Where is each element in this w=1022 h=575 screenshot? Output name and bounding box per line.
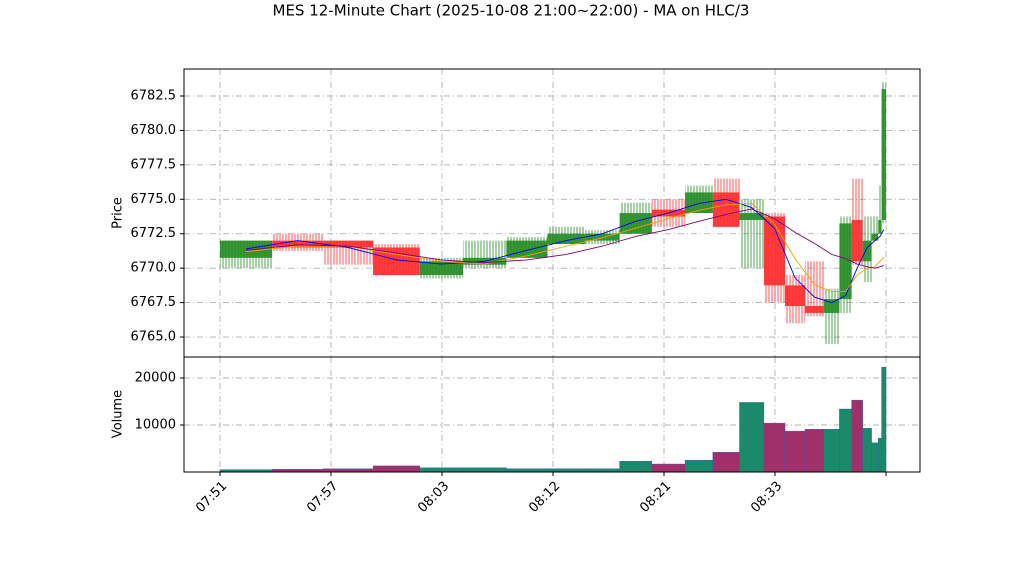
volume-bar [804,429,825,473]
volume-bar [619,460,652,473]
volume-bar [851,399,863,473]
candle-body [871,233,879,241]
y-tick-label: 6782.5 [131,88,177,103]
volume-bar [684,460,714,473]
volume-bar [763,422,786,473]
candle-body [219,240,273,258]
ma-line [246,208,884,269]
x-tick-label: 08:03 [415,479,452,516]
candle-body [272,240,324,248]
candle-body [763,216,786,286]
y-tick-label: 6780.0 [131,123,177,138]
candle-body [585,233,620,241]
candle-body [785,285,805,307]
y-axis-label: Price [111,197,126,229]
volume-bar [871,442,879,473]
y-tick-label: 6772.5 [131,226,177,241]
volume-bar [878,437,882,473]
x-tick-label: 07:51 [193,479,230,516]
candle-body [323,240,374,248]
volume-bar [839,408,852,473]
plot-frame [183,356,921,473]
candle-body [862,240,872,262]
candle-body [685,192,713,214]
candle-body [547,233,586,245]
volume-bar [462,467,507,473]
volume-bar [784,430,806,473]
candle-body [419,261,464,276]
volume-bar [823,429,840,473]
candle-wick [871,216,879,241]
candle-body [804,306,824,313]
x-tick-label: 08:33 [748,479,785,516]
volume-bar [419,467,464,473]
y-tick-label: 6777.5 [131,157,177,172]
chart-title: MES 12-Minute Chart (2025-10-08 21:00~22… [273,2,750,20]
candle-wick [878,185,882,234]
x-tick-label: 08:12 [526,479,563,516]
y-tick-label: 6770.0 [131,261,177,276]
y-tick-label: 6767.5 [131,295,177,310]
candle-wick [739,199,764,269]
x-tick-label: 08:21 [637,479,674,516]
volume-bar [862,428,872,473]
y-tick-label: 20000 [135,371,176,386]
y-tick-label: 6765.0 [131,330,177,345]
y-axis-label: Volume [111,390,126,438]
candle-body [712,192,740,227]
volume-bar [651,463,686,473]
candle-wick [804,261,824,317]
candle-body [878,219,882,234]
volume-bar [881,366,887,473]
candle-body [506,240,548,258]
candle-body [739,213,764,220]
ma-line [246,202,885,293]
y-tick-label: 6775.0 [131,192,177,207]
candle-wick [823,288,840,344]
volume-bar [739,402,765,473]
candle-body [851,219,863,262]
candle-body [839,223,852,300]
candle-body [881,89,887,220]
x-tick-label: 07:57 [304,479,341,516]
candle-body [823,299,840,313]
candle-body [619,213,652,234]
volume-bar [372,465,420,473]
y-tick-label: 10000 [135,418,176,433]
volume-bar [712,452,740,473]
